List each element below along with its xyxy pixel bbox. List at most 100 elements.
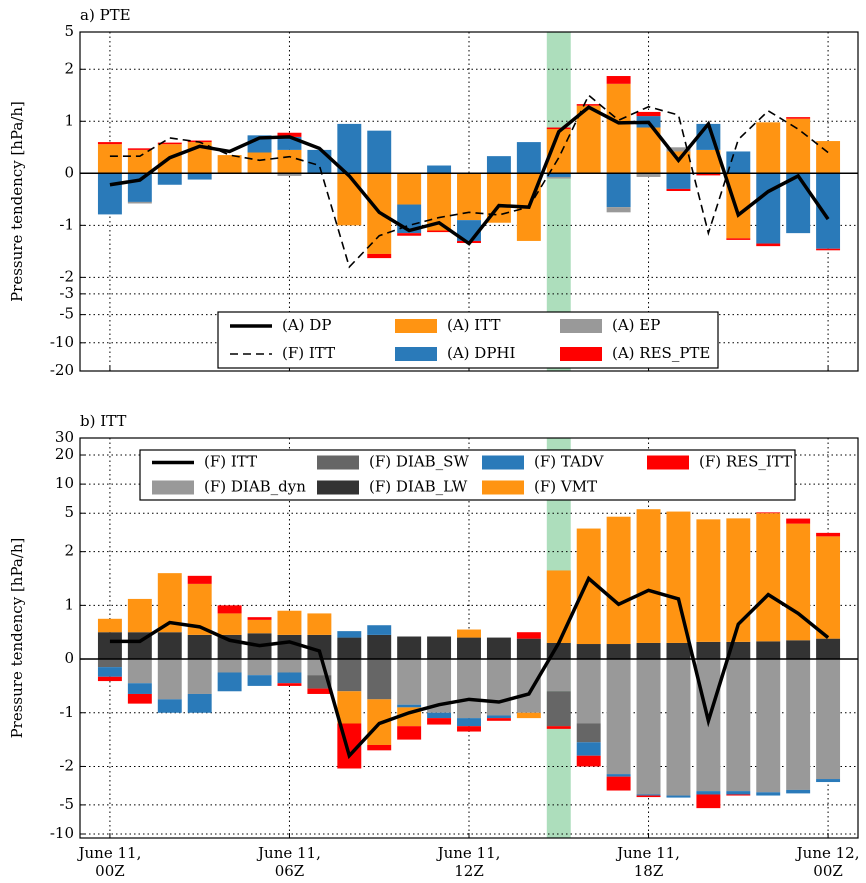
legend-label: (F) DIAB_SW — [369, 453, 469, 471]
y-tick-label: -10 — [50, 824, 74, 842]
bar-segment — [397, 659, 422, 705]
legend-swatch — [560, 347, 602, 361]
y-tick-label: -5 — [59, 795, 74, 813]
legend-label: (A) ITT — [447, 316, 501, 334]
bar-segment — [247, 619, 272, 634]
bar-segment — [217, 659, 242, 673]
bar-segment — [367, 625, 392, 635]
bar-segment — [217, 613, 242, 635]
bar-segment — [157, 142, 182, 145]
bar-segment — [696, 641, 721, 660]
bar-segment — [546, 127, 571, 130]
bar-segment — [666, 511, 691, 643]
bar-segment — [666, 188, 691, 191]
bar-segment — [636, 642, 661, 660]
bar-segment — [636, 111, 661, 117]
bar-segment — [786, 118, 811, 174]
y-tick-label: -20 — [50, 361, 74, 379]
bar-segment — [606, 173, 631, 208]
bar-segment — [816, 536, 841, 639]
bar-segment — [337, 173, 362, 226]
bar-segment — [486, 715, 511, 719]
bar-segment — [486, 156, 511, 174]
bar-segment — [97, 667, 122, 677]
bar-segment — [606, 76, 631, 84]
legend-swatch — [647, 455, 689, 470]
y-tick-label: 2 — [64, 59, 74, 77]
bar-segment — [337, 691, 362, 724]
bar-segment — [187, 575, 212, 584]
bar-segment — [606, 207, 631, 213]
line-series — [109, 94, 829, 269]
bar-segment — [726, 151, 751, 174]
bar-segment — [546, 570, 571, 643]
bar-segment — [816, 248, 841, 251]
bar-segment — [187, 693, 212, 713]
bar-segment — [367, 634, 392, 660]
bar-segment — [636, 795, 661, 798]
bar-segment — [337, 637, 362, 660]
bar-segment — [516, 712, 541, 719]
legend-label: (F) TADV — [534, 453, 605, 471]
legend-swatch — [317, 455, 359, 470]
bar-segment — [666, 173, 691, 189]
bar-segment — [187, 173, 212, 180]
bar-segment — [666, 642, 691, 660]
bar-segment — [157, 699, 182, 713]
bar-segment — [756, 243, 781, 247]
bar-segment — [97, 618, 122, 633]
bar-segment — [397, 704, 422, 708]
bar-segment — [636, 127, 661, 174]
bar-segment — [457, 173, 481, 221]
bar-segment — [786, 659, 811, 790]
bar-segment — [816, 638, 841, 660]
bar-segment — [786, 523, 811, 641]
bar-segment — [427, 636, 452, 660]
y-axis-label: Pressure tendency [hPa/h] — [8, 101, 26, 302]
bar-segment — [546, 129, 571, 174]
bar-segment — [516, 142, 541, 174]
bar-segment — [307, 659, 332, 676]
legend-swatch — [317, 480, 359, 495]
bar-segment — [187, 659, 212, 694]
highlight-span — [546, 32, 571, 371]
bar-segment — [606, 776, 631, 791]
bar-segment — [427, 165, 452, 174]
bar-segment — [726, 173, 751, 239]
bar-segment — [576, 723, 601, 743]
y-tick-label: -2 — [59, 756, 74, 774]
bar-segment — [546, 176, 571, 179]
y-tick-label: 30 — [55, 428, 74, 446]
y-tick-label: -5 — [59, 305, 74, 323]
bar-segment — [546, 659, 571, 692]
bar-segment — [666, 659, 691, 796]
bar-segment — [636, 509, 661, 643]
bar-segment — [606, 659, 631, 775]
bar-segment — [696, 791, 721, 795]
legend-swatch — [482, 455, 524, 470]
legend-swatch — [152, 480, 194, 495]
y-tick-label: 10 — [55, 474, 74, 492]
bar-segment — [157, 573, 182, 633]
y-tick-label: -2 — [59, 267, 74, 285]
plot-frame — [79, 31, 859, 372]
bar-segment — [277, 149, 302, 174]
bar-segment — [576, 742, 601, 756]
bar-segment — [277, 132, 302, 137]
bar-segment — [277, 672, 302, 684]
bar-segment — [636, 173, 661, 177]
bar-segment — [756, 122, 781, 174]
legend-label: (F) VMT — [534, 478, 597, 496]
bar-segment — [576, 104, 601, 106]
bar-segment — [516, 659, 541, 713]
bar-segment — [696, 519, 721, 642]
y-tick-label: 2 — [64, 542, 74, 560]
bar-segment — [277, 173, 302, 176]
bar-segment — [127, 148, 152, 150]
legend-label: (A) DP — [282, 316, 331, 334]
bar-segment — [457, 637, 481, 660]
bar-segment — [427, 712, 452, 719]
bar-segment — [457, 718, 481, 727]
